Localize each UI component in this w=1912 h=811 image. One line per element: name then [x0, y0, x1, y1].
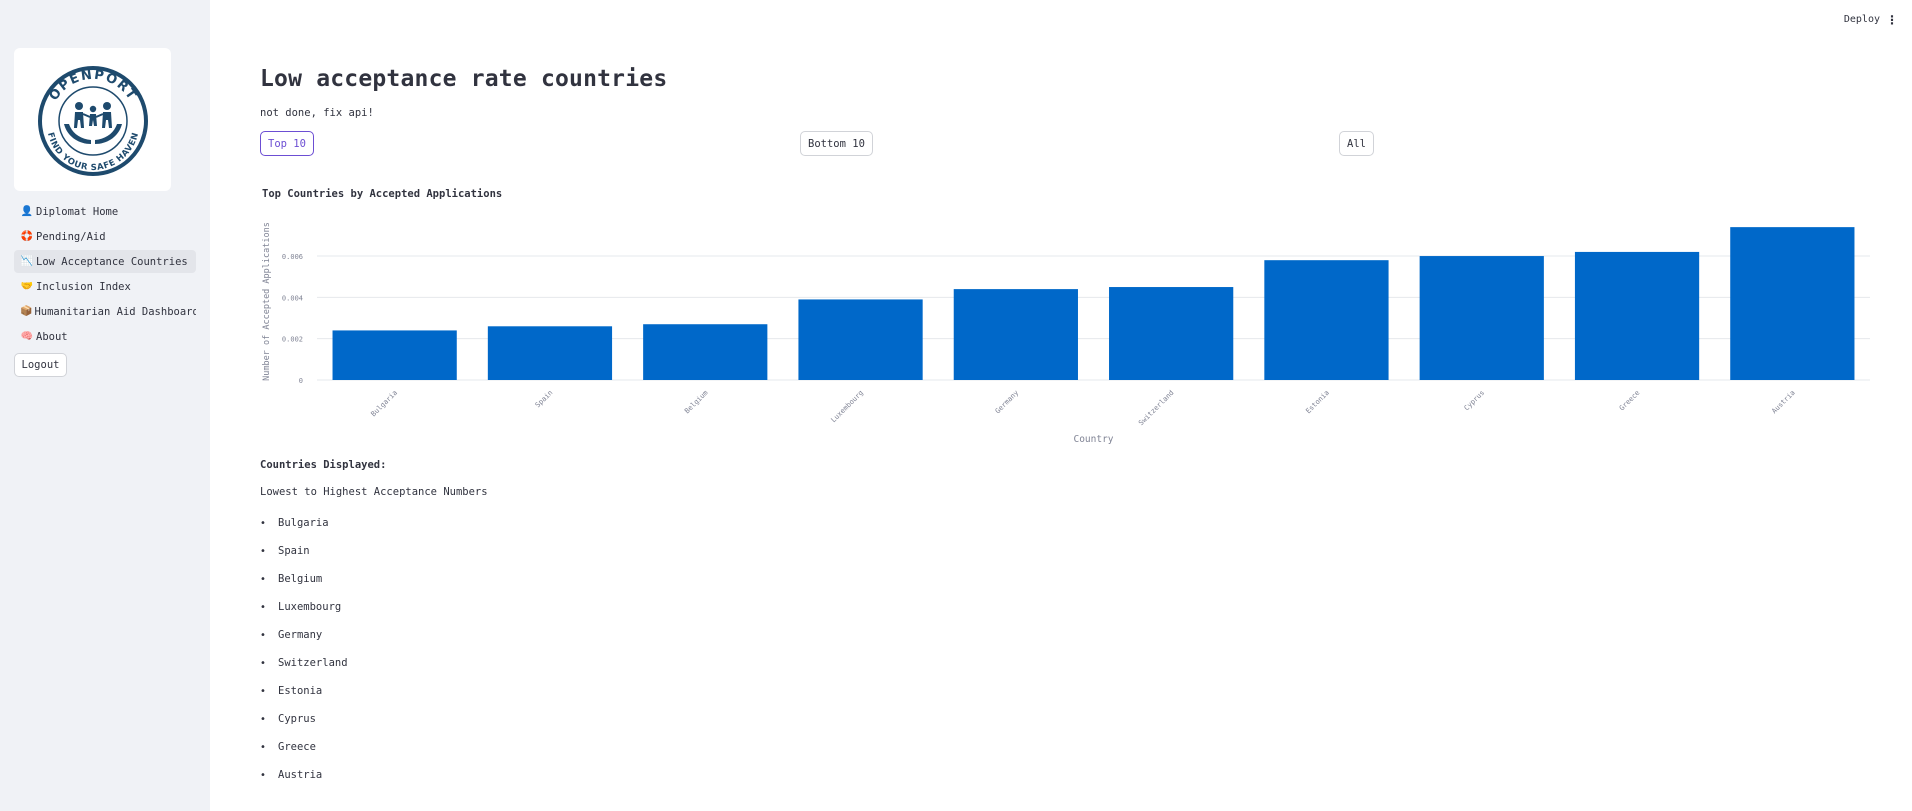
bullet-icon: • — [260, 741, 266, 753]
bar — [1264, 260, 1389, 380]
bar — [1730, 227, 1855, 380]
bar — [1574, 251, 1700, 380]
bar — [1419, 256, 1544, 380]
country-name: Bulgaria — [278, 517, 329, 529]
countries-list: • Bulgaria • Spain • Belgium • Luxembourg • Germa… — [260, 509, 348, 789]
sidebar-item-label: Diplomat Home — [36, 205, 119, 218]
countries-displayed-heading: Countries Displayed: — [260, 459, 387, 471]
bullet-icon: • — [260, 657, 266, 669]
country-name: Austria — [278, 769, 323, 781]
sidebar-nav: 👤 Diplomat Home 🛟 Pending/Aid 📉 Low Acce… — [14, 200, 196, 350]
page-subtitle: not done, fix api! — [260, 107, 374, 119]
bullet-icon: • — [260, 545, 266, 557]
all-button[interactable]: All — [1339, 131, 1374, 156]
bar — [332, 330, 457, 380]
list-item: • Luxembourg — [260, 593, 348, 621]
country-name: Cyprus — [278, 713, 316, 725]
chart-title: Top Countries by Accepted Applications — [262, 188, 503, 200]
bar — [643, 324, 768, 380]
sidebar-item-label: Low Acceptance Countries — [36, 255, 188, 268]
bullet-icon: • — [260, 769, 266, 781]
bottom-10-button[interactable]: Bottom 10 — [800, 131, 873, 156]
country-name: Belgium — [278, 573, 323, 585]
country-name: Greece — [278, 741, 316, 753]
bullet-icon: • — [260, 713, 266, 725]
logo-text-top: OPENPORT — [47, 68, 138, 104]
x-tick-label: Luxembourg — [829, 389, 864, 424]
country-name: Switzerland — [278, 657, 348, 669]
list-item: • Bulgaria — [260, 509, 348, 537]
bullet-icon: • — [260, 629, 266, 641]
list-item: • Switzerland — [260, 649, 348, 677]
x-tick-label: Cyprus — [1463, 389, 1487, 413]
x-tick-label: Bulgaria — [370, 389, 399, 418]
sidebar-item-pending-aid[interactable]: 🛟 Pending/Aid — [14, 225, 196, 248]
sidebar-item-diplomat-home[interactable]: 👤 Diplomat Home — [14, 200, 196, 223]
sidebar-item-label: Humanitarian Aid Dashboard — [34, 305, 196, 318]
x-tick-label: Switzerland — [1137, 389, 1175, 427]
countries-list-caption: Lowest to Highest Acceptance Numbers — [260, 486, 488, 498]
bullet-icon: • — [260, 601, 266, 613]
country-name: Luxembourg — [278, 601, 342, 613]
country-name: Spain — [278, 545, 310, 557]
sidebar-item-label: Inclusion Index — [36, 280, 131, 293]
logout-button[interactable]: Logout — [14, 353, 67, 377]
country-name: Germany — [278, 629, 323, 641]
package-icon: 📦 — [20, 306, 33, 317]
x-tick-label: Belgium — [683, 389, 710, 416]
logo-text-bottom: FIND YOUR SAFE HAVEN — [45, 131, 141, 173]
chart-decreasing-icon: 📉 — [20, 256, 34, 267]
svg-text:OPENPORT: OPENPORT — [47, 68, 140, 104]
sidebar-item-about[interactable]: 🧠 About — [14, 325, 196, 348]
deploy-button[interactable]: Deploy — [1843, 14, 1880, 25]
bar — [487, 326, 613, 380]
sidebar-item-humanitarian-aid-dashboard[interactable]: 📦 Humanitarian Aid Dashboard — [14, 300, 196, 323]
svg-text:FIND YOUR SAFE HAVEN: FIND YOUR SAFE HAVEN — [45, 131, 141, 173]
list-item: • Estonia — [260, 677, 348, 705]
y-tick-label: 0 — [299, 377, 303, 385]
page-title: Low acceptance rate countries — [260, 66, 668, 92]
y-tick-label: 0.006 — [282, 253, 303, 261]
list-item: • Germany — [260, 621, 348, 649]
y-axis-label: Number of Accepted Applications — [262, 222, 272, 381]
bar — [1109, 287, 1234, 380]
list-item: • Greece — [260, 733, 348, 761]
list-item: • Belgium — [260, 565, 348, 593]
openport-logo: OPENPORT FIND YOUR SAFE HAVEN — [38, 66, 148, 176]
x-tick-label: Austria — [1770, 389, 1797, 416]
x-tick-label: Spain — [534, 389, 555, 410]
list-item: • Cyprus — [260, 705, 348, 733]
bullet-icon: • — [260, 685, 266, 697]
top-10-button[interactable]: Top 10 — [260, 131, 314, 156]
brain-icon: 🧠 — [20, 331, 34, 342]
main-menu-icon[interactable]: ⋮ — [1886, 13, 1898, 27]
sidebar-item-label: Pending/Aid — [36, 230, 106, 243]
bullet-icon: • — [260, 517, 266, 529]
list-item: • Spain — [260, 537, 348, 565]
list-item: • Austria — [260, 761, 348, 789]
x-axis-label: Country — [1073, 434, 1113, 445]
person-icon: 👤 — [20, 206, 34, 217]
bar — [798, 299, 923, 380]
country-name: Estonia — [278, 685, 323, 697]
x-tick-label: Estonia — [1304, 389, 1331, 416]
bar — [953, 289, 1078, 380]
openport-logo-card: OPENPORT FIND YOUR SAFE HAVEN — [14, 48, 171, 191]
x-tick-label: Germany — [994, 389, 1021, 416]
sidebar-item-inclusion-index[interactable]: 🤝 Inclusion Index — [14, 275, 196, 298]
life-ring-icon: 🛟 — [20, 231, 34, 242]
handshake-icon: 🤝 — [20, 281, 34, 292]
sidebar-item-label: About — [36, 330, 68, 343]
y-tick-label: 0.004 — [282, 294, 303, 302]
bullet-icon: • — [260, 573, 266, 585]
accepted-applications-bar-chart: 0 0.002 0.004 0.006 Number of Accepted Appli… — [262, 222, 1870, 445]
sidebar: OPENPORT FIND YOUR SAFE HAVEN 👤 Diplomat… — [0, 0, 210, 811]
sidebar-item-low-acceptance-countries[interactable]: 📉 Low Acceptance Countries — [14, 250, 196, 273]
x-tick-label: Greece — [1618, 389, 1642, 413]
y-tick-label: 0.002 — [282, 336, 303, 344]
